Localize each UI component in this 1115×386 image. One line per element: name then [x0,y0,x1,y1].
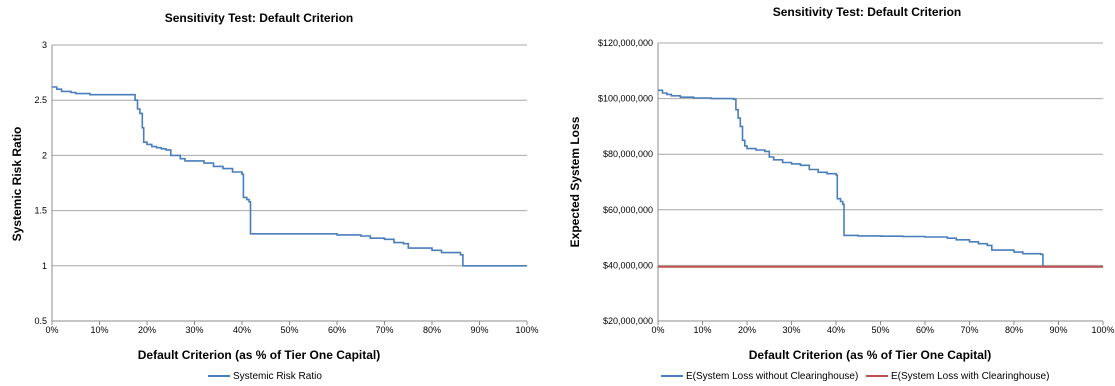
chart-2-x-tick-label: 10% [693,325,711,335]
chart-1-x-tick-label: 40% [233,325,251,335]
chart-1-x-tick-label: 20% [138,325,156,335]
chart-1-x-tick-label: 80% [423,325,441,335]
chart-1-gridlines [51,44,527,322]
chart-2-title: Sensitivity Test: Default Criterion [773,5,961,19]
chart-2-legend: E(System Loss without Clearinghouse) E(Sy… [661,371,1049,382]
chart-expected-system-loss: Sensitivity Test: Default Criterion Defa… [568,5,1115,382]
chart-1-y-tick-label: 2.5 [34,95,47,105]
chart-1-legend: Systemic Risk Ratio [208,371,322,382]
chart-2-x-tick-label: 20% [738,325,756,335]
chart-2-series-line-1 [658,89,1103,268]
chart-2-x-tick-label: 0% [651,325,664,335]
chart-2-legend-label-2: E(System Loss with Clearinghouse) [891,371,1049,382]
chart-2-y-tick-label: $40,000,000 [603,260,653,270]
chart-1-y-tick-label: 0.5 [34,316,47,326]
chart-2-x-tick-label: 50% [871,325,889,335]
chart-2-x-tick-label: 40% [827,325,845,335]
chart-1-y-tick-label: 3 [42,40,47,50]
chart-1-y-tick-label: 2 [42,150,47,160]
chart-2-gridlines [657,42,1103,322]
chart-2-y-tick-label: $80,000,000 [603,149,653,159]
chart-1-x-tick-label: 70% [375,325,393,335]
chart-1-series-line-1 [52,86,527,267]
chart-2-y-tick-label: $60,000,000 [603,205,653,215]
chart-1-x-tick-label: 50% [280,325,298,335]
chart-1-legend-label-1: Systemic Risk Ratio [233,371,322,382]
chart-1-series [52,86,527,267]
chart-2-y-tick-label: $120,000,000 [598,38,653,48]
chart-2-y-tick-label: $20,000,000 [603,316,653,326]
chart-1-y-axis-label: Systemic Risk Ratio [10,127,24,242]
chart-2-x-tick-label: 70% [960,325,978,335]
chart-2-y-tick-label: $100,000,000 [598,94,653,104]
chart-2-y-axis-label: Expected System Loss [568,116,582,247]
chart-1-y-tick-label: 1 [42,261,47,271]
chart-2-x-tick-label: 90% [1049,325,1067,335]
chart-2-series [658,89,1103,268]
chart-1-title: Sensitivity Test: Default Criterion [165,11,353,25]
chart-1-x-axis-label: Default Criterion (as % of Tier One Capi… [138,348,380,362]
chart-1-x-tick-label: 0% [45,325,58,335]
chart-2-x-tick-label: 80% [1005,325,1023,335]
chart-1-x-tick-label: 90% [470,325,488,335]
chart-systemic-risk-ratio: Sensitivity Test: Default Criterion Defa… [10,11,539,382]
chart-2-x-tick-label: 60% [916,325,934,335]
chart-1-x-tick-label: 100% [515,325,538,335]
chart-1-x-tick-label: 10% [90,325,108,335]
chart-1-x-tick-label: 30% [185,325,203,335]
chart-2-ticks: $20,000,000 $40,000,000 $60,000,000 $80,000… [598,38,1115,335]
chart-2-x-tick-label: 30% [782,325,800,335]
chart-1-ticks: 0.511.522.530% 10% 20% 30% 40% 50% 60% 70% 80% 90… [34,40,538,335]
chart-1-x-tick-label: 60% [328,325,346,335]
chart-2-x-tick-label: 100% [1091,325,1114,335]
chart-2-legend-label-1: E(System Loss without Clearinghouse) [686,371,858,382]
chart-2-x-axis-label: Default Criterion (as % of Tier One Capi… [749,348,991,362]
chart-1-y-tick-label: 1.5 [34,206,47,216]
